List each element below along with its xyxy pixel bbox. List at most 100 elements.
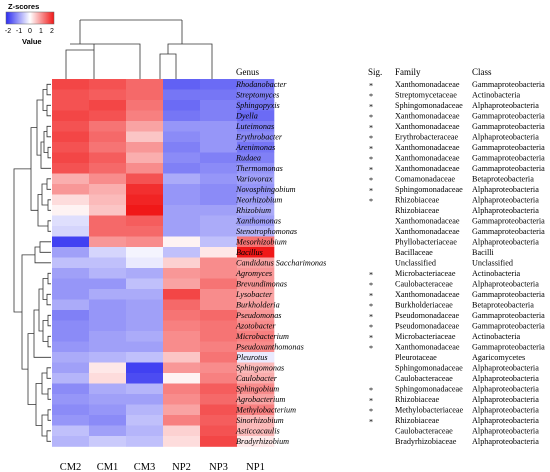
table-row: Sphingomonas Sphingomonadaceae Alphaproteo… bbox=[236, 363, 539, 372]
table-row: Dyella * Xanthomonadaceae Gammaproteobacter… bbox=[235, 111, 545, 122]
heatmap-cell bbox=[126, 373, 164, 384]
column-label: NP1 bbox=[246, 462, 265, 472]
heatmap-cell bbox=[237, 142, 275, 153]
heatmap-cell bbox=[163, 341, 201, 353]
class-label: Alphaproteobacteria bbox=[472, 132, 539, 141]
heatmap-cell bbox=[163, 362, 201, 374]
heatmap-cell bbox=[163, 110, 201, 122]
heatmap-cell bbox=[163, 121, 201, 132]
heatmap-cell bbox=[89, 121, 127, 132]
family-label: Streptomycetaceae bbox=[395, 90, 457, 99]
heatmap-cell bbox=[89, 310, 127, 321]
heatmap-cell bbox=[237, 415, 275, 426]
class-label: Betaproteobacteria bbox=[472, 174, 534, 183]
dendrogram-branch bbox=[46, 104, 51, 117]
class-label: Gammaproteobacteria bbox=[472, 143, 545, 152]
heatmap-cell bbox=[200, 142, 238, 153]
heatmap-cell bbox=[126, 299, 164, 311]
family-label: Erythrobacteraceae bbox=[395, 132, 459, 141]
heatmap-cell bbox=[200, 341, 238, 353]
genus-label: Sphingobium bbox=[236, 384, 279, 393]
genus-label: Arenimonas bbox=[235, 143, 275, 152]
heatmap-cell bbox=[237, 383, 275, 395]
table-row: Variovorax * Comamonadaceae Betaproteobacte… bbox=[236, 174, 534, 185]
family-label: Sphingomonadaceae bbox=[395, 384, 463, 393]
heatmap-cell bbox=[163, 89, 201, 101]
heatmap-cell bbox=[52, 205, 90, 216]
genus-label: Rudaea bbox=[235, 153, 261, 162]
heatmap-cell bbox=[237, 278, 275, 290]
class-label: Actinobacteria bbox=[472, 90, 521, 99]
heatmap-cell bbox=[200, 425, 238, 437]
heatmap-cell bbox=[89, 289, 127, 300]
heatmap-cell bbox=[200, 436, 238, 447]
heatmap-cell bbox=[126, 121, 164, 132]
sig-marker: * bbox=[369, 144, 373, 153]
sig-marker: * bbox=[369, 197, 373, 206]
heatmap-cell bbox=[237, 289, 275, 300]
sig-marker: * bbox=[369, 270, 373, 279]
class-label: Actinobacteria bbox=[472, 332, 521, 341]
family-label: Rhizobiaceae bbox=[395, 416, 439, 425]
sig-marker: * bbox=[369, 302, 373, 311]
genus-label: Luteimonas bbox=[235, 122, 274, 131]
heatmap-cell bbox=[163, 299, 201, 311]
heatmap-cell bbox=[163, 194, 201, 206]
genus-label: Sphingomonas bbox=[236, 363, 284, 372]
heatmap-cell bbox=[163, 236, 201, 248]
heatmap-cell bbox=[163, 425, 201, 437]
table-row: Agrobacterium * Rhizobiaceae Alphaproteobac… bbox=[235, 395, 539, 406]
heatmap-cell bbox=[126, 184, 164, 195]
genus-label: Burkholderia bbox=[236, 300, 280, 309]
dendrogram-branch bbox=[47, 409, 51, 421]
family-label: Xanthomonadaceae bbox=[395, 342, 460, 351]
table-row: Burkholderia * Burkholderiaceae Betaproteob… bbox=[236, 300, 534, 311]
heatmap-cell bbox=[163, 373, 201, 384]
heatmap-cell bbox=[237, 436, 275, 447]
genus-label: Bacillus bbox=[236, 248, 263, 257]
heatmap-cell bbox=[126, 362, 164, 374]
heatmap-cell bbox=[89, 415, 127, 426]
heatmap-cell bbox=[163, 415, 201, 426]
dendrogram-branch bbox=[47, 199, 51, 211]
header-family: Family bbox=[395, 67, 421, 77]
heatmap-cell bbox=[52, 436, 90, 447]
family-label: Unclassified bbox=[395, 258, 436, 267]
heatmap-cell bbox=[163, 131, 201, 143]
heatmap-cell bbox=[237, 394, 275, 405]
table-row: Rudaea * Xanthomonadaceae Gammaproteobacter… bbox=[235, 153, 545, 164]
heatmap-cell bbox=[237, 226, 275, 237]
table-row: Streptomyces * Streptomycetaceae Actinobact… bbox=[236, 90, 521, 101]
family-label: Pseudomonadaceae bbox=[395, 321, 459, 330]
heatmap-cell bbox=[200, 236, 238, 248]
heatmap-cell bbox=[200, 352, 238, 363]
heatmap-cell bbox=[200, 415, 238, 426]
heatmap-cell bbox=[237, 215, 275, 227]
table-row: Rhizobium Rhizobiaceae Alphaproteobacteria bbox=[235, 206, 539, 215]
genus-label: Erythrobacter bbox=[235, 132, 283, 141]
heatmap-cell bbox=[126, 152, 164, 164]
family-label: Burkholderiaceae bbox=[395, 300, 453, 309]
heatmap-cell bbox=[89, 352, 127, 363]
heatmap-cell bbox=[89, 373, 127, 384]
heatmap-cell bbox=[200, 320, 238, 332]
family-label: Microbacteriaceae bbox=[395, 269, 456, 278]
class-label: Betaproteobacteria bbox=[472, 300, 534, 309]
class-label: Alphaproteobacteria bbox=[472, 237, 539, 246]
sig-marker: * bbox=[369, 134, 373, 143]
row-labels: Rhodanobacter * Xanthomonadaceae Gammaprote… bbox=[235, 80, 545, 446]
heatmap-cell bbox=[163, 247, 201, 258]
table-row: Rhodanobacter * Xanthomonadaceae Gammaprote… bbox=[235, 80, 545, 91]
dendrogram-branch bbox=[42, 320, 48, 342]
header-genus: Genus bbox=[236, 67, 259, 77]
heatmap-cell bbox=[200, 205, 238, 216]
heatmap-cell bbox=[200, 278, 238, 290]
heatmap-cell bbox=[237, 331, 275, 342]
table-headers: Genus Sig. Family Class bbox=[236, 67, 492, 77]
heatmap-cell bbox=[163, 184, 201, 195]
class-label: Alphaproteobacteria bbox=[472, 374, 539, 383]
heatmap-cell bbox=[237, 310, 275, 321]
column-labels: CM2 CM1 CM3 NP2 NP3 NP1 bbox=[60, 462, 265, 472]
heatmap-cell bbox=[126, 79, 164, 90]
dendrogram-branch bbox=[47, 335, 51, 348]
